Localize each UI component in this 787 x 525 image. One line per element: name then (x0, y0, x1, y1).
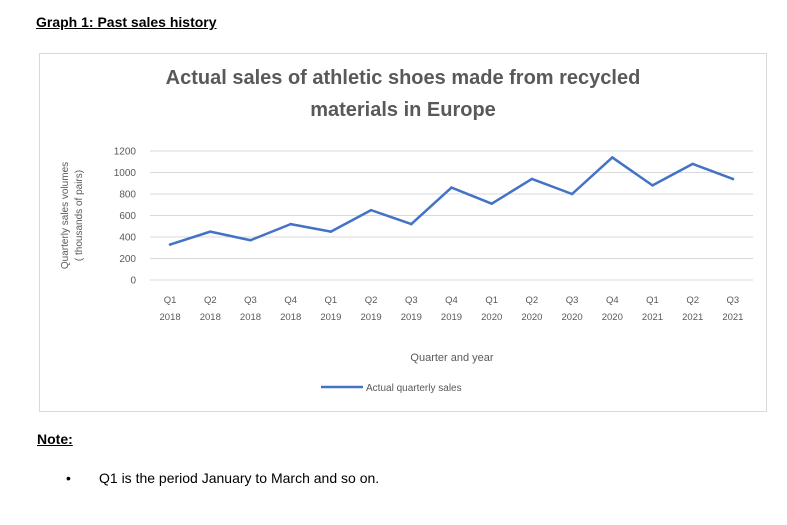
y-tick-label: 600 (119, 211, 136, 222)
y-tick-label: 400 (119, 233, 136, 244)
y-tick-label: 800 (119, 190, 136, 201)
x-tick-label-quarter: Q1 (164, 295, 177, 306)
x-tick-label-quarter: Q3 (244, 295, 257, 306)
x-tick-label-quarter: Q2 (365, 295, 378, 306)
data-point (450, 186, 453, 189)
note-title: Note: (37, 431, 73, 447)
y-axis-title-line: Quarterly sales volumes (60, 162, 71, 269)
x-tick-label-quarter: Q1 (325, 295, 338, 306)
x-tick-label-year: 2019 (401, 312, 422, 323)
x-tick-label-year: 2018 (200, 312, 221, 323)
line-chart: Actual sales of athletic shoes made from… (60, 67, 753, 394)
data-point (651, 184, 654, 187)
data-point (209, 230, 212, 233)
data-point (570, 192, 574, 196)
x-tick-label-year: 2021 (682, 312, 703, 323)
data-point (691, 162, 694, 166)
data-point (410, 222, 413, 226)
x-tick-label-year: 2018 (160, 312, 181, 323)
chart-area: Actual sales of athletic shoes made from… (39, 53, 767, 412)
bullet-icon: • (66, 470, 71, 486)
x-tick-label-year: 2019 (320, 312, 341, 323)
x-tick-label-quarter: Q4 (445, 295, 458, 306)
y-axis-title-line: ( thousands of pairs) (74, 170, 85, 261)
x-tick-label-quarter: Q4 (284, 295, 297, 306)
x-tick-label-quarter: Q2 (526, 295, 539, 306)
x-tick-label-year: 2020 (602, 312, 623, 323)
note-text: Q1 is the period January to March and so… (99, 470, 380, 486)
x-axis-title: Quarter and year (410, 352, 493, 364)
x-tick-label-year: 2019 (441, 312, 462, 323)
x-tick-label-year: 2020 (562, 312, 583, 323)
legend-label: Actual quarterly sales (366, 383, 462, 394)
x-tick-label-quarter: Q3 (727, 295, 740, 306)
x-tick-label-quarter: Q3 (566, 295, 579, 306)
chart-title-line: Actual sales of athletic shoes made from… (166, 67, 641, 89)
data-point (369, 208, 373, 212)
data-point (611, 156, 614, 159)
x-tick-label-year: 2020 (481, 312, 502, 323)
graph-heading: Graph 1: Past sales history (36, 14, 217, 30)
data-point (289, 222, 292, 226)
x-tick-label-year: 2018 (240, 312, 261, 323)
data-point (329, 230, 333, 233)
y-tick-label: 0 (130, 276, 136, 287)
x-tick-label-year: 2021 (642, 312, 663, 323)
series-line (168, 156, 735, 246)
x-tick-label-quarter: Q2 (686, 295, 699, 306)
data-point (249, 238, 252, 242)
y-tick-label: 1200 (114, 147, 137, 158)
data-point (731, 177, 735, 181)
x-tick-label-year: 2021 (722, 312, 743, 323)
x-tick-label-quarter: Q1 (646, 295, 659, 306)
data-point (168, 243, 172, 246)
x-tick-label-quarter: Q1 (485, 295, 498, 306)
x-tick-label-quarter: Q3 (405, 295, 418, 306)
x-tick-label-quarter: Q4 (606, 295, 619, 306)
y-tick-label: 1000 (114, 168, 137, 179)
x-tick-label-quarter: Q2 (204, 295, 217, 306)
y-tick-label: 200 (119, 254, 136, 265)
x-tick-label-year: 2019 (361, 312, 382, 323)
x-tick-label-year: 2020 (521, 312, 542, 323)
data-point (530, 177, 534, 181)
chart-title-line: materials in Europe (310, 99, 496, 121)
x-tick-label-year: 2018 (280, 312, 301, 323)
data-point (490, 202, 494, 205)
